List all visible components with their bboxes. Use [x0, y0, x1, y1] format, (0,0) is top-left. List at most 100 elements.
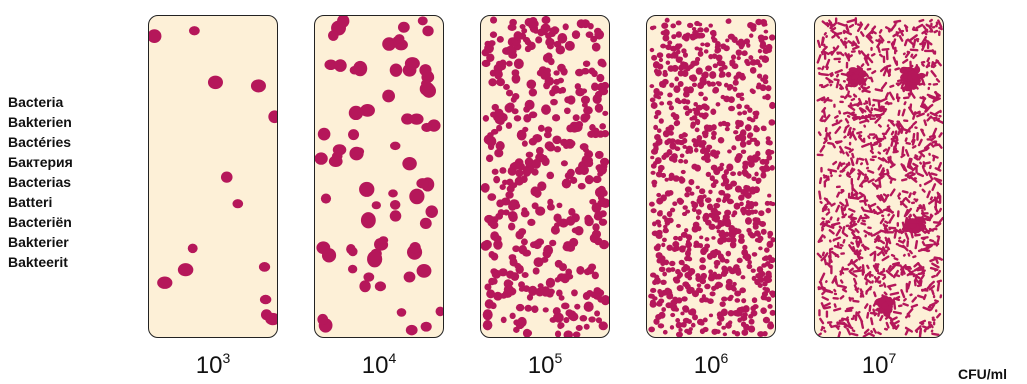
bacteria-colony	[658, 91, 664, 96]
bacteria-colony	[508, 254, 517, 261]
bacteria-colony	[662, 34, 670, 42]
bacterium-rod	[832, 160, 838, 166]
bacteria-colony	[671, 246, 678, 252]
bacteria-colony	[545, 32, 552, 40]
bacteria-colony	[557, 77, 565, 84]
bacteria-colony	[682, 306, 690, 313]
bacteria-colony	[672, 34, 677, 38]
bacteria-colony	[722, 332, 728, 337]
bacterium-rod	[826, 141, 834, 145]
bacteria-colony	[546, 143, 556, 152]
bacterium-rod	[935, 269, 942, 277]
bacteria-colony	[759, 42, 767, 49]
bacteria-colony	[589, 198, 597, 205]
bacteria-colony	[528, 137, 538, 146]
bacteria-colony	[420, 321, 432, 332]
bacterium-rod	[864, 100, 869, 104]
bacterium-rod	[928, 301, 938, 307]
bacterium-rod	[847, 90, 850, 94]
bacterium-rod	[859, 31, 865, 37]
bacteria-colony	[558, 295, 565, 301]
bacteria-colony	[583, 106, 593, 115]
bacterium-rod	[866, 36, 874, 44]
bacterium-rod	[839, 266, 845, 276]
bacterium-rod	[839, 279, 844, 284]
bacterium-rod	[902, 58, 909, 64]
bacteria-colony	[207, 75, 223, 90]
bacterium-rod	[819, 272, 826, 282]
bacterium-rod	[826, 321, 833, 324]
bacteria-colony	[547, 203, 555, 211]
bacterium-rod	[906, 38, 915, 46]
bacterium-rod	[845, 198, 849, 207]
bacterium-rod	[865, 29, 874, 38]
bacteria-colony	[746, 133, 752, 139]
bacterium-rod	[873, 107, 883, 113]
bacteria-colony	[725, 71, 732, 78]
bacteria-colony	[675, 268, 681, 275]
bacteria-colony	[650, 287, 657, 293]
bacteria-colony	[486, 53, 495, 62]
bacterium-rod	[847, 95, 852, 98]
bacteria-colony	[507, 23, 517, 31]
bacterium-rod	[902, 52, 906, 56]
bacterium-rod	[885, 50, 889, 61]
bacteria-colony	[545, 277, 556, 288]
bacteria-colony	[737, 171, 742, 177]
bacteria-colony	[712, 209, 720, 216]
bacteria-colony	[489, 31, 498, 39]
bacterium-rod	[839, 38, 846, 46]
bacterium-rod	[935, 59, 942, 67]
bacteria-colony	[716, 229, 721, 234]
bacteria-colony	[500, 316, 507, 324]
bacteria-colony	[389, 199, 401, 210]
bacteria-colony	[506, 60, 513, 67]
bacterium-rod	[890, 120, 896, 127]
bacteria-colony	[268, 110, 277, 124]
bacteria-colony	[762, 286, 767, 291]
bacteria-colony	[675, 223, 681, 228]
bacteria-colony	[535, 36, 543, 44]
bacteria-colony	[712, 63, 718, 69]
bacteria-colony	[554, 330, 562, 337]
bacterium-rod	[884, 92, 890, 99]
bacteria-colony	[694, 127, 700, 133]
bacterium-rod	[930, 323, 934, 329]
bacterium-rod	[906, 312, 911, 318]
bacterium-rod	[936, 312, 942, 319]
bacteria-colony	[725, 237, 732, 243]
bacteria-colony	[518, 228, 527, 236]
bacteria-colony	[669, 82, 675, 88]
bacteria-colony	[499, 184, 506, 190]
bacteria-colony	[500, 292, 508, 299]
bacteria-colony	[521, 272, 529, 279]
label-5: Batteri	[8, 194, 53, 210]
bacteria-colony	[695, 120, 701, 126]
bacterium-rod	[925, 217, 929, 221]
bacterium-rod	[850, 97, 856, 102]
unit-label: CFU/ml	[958, 366, 1007, 382]
bacterium-rod	[923, 169, 929, 177]
bacterium-rod	[898, 236, 902, 240]
bacteria-colony	[666, 210, 673, 218]
bacteria-colony	[680, 169, 686, 175]
bacteria-colony	[722, 217, 728, 223]
bacteria-colony	[694, 147, 699, 153]
bacteria-colony	[765, 85, 772, 92]
bacteria-colony	[713, 202, 721, 209]
bacterium-rod	[933, 91, 941, 97]
bacterium-rod	[891, 41, 895, 45]
bacterium-rod	[846, 327, 852, 336]
bacteria-colony	[682, 205, 688, 210]
bacterium-rod	[882, 223, 889, 233]
bacteria-colony	[559, 86, 567, 94]
bacteria-colony	[678, 176, 685, 182]
bacterium-rod	[845, 309, 853, 313]
bacteria-colony	[494, 108, 504, 117]
bacteria-colony	[553, 146, 562, 153]
bacterium-rod	[913, 265, 923, 272]
bacterium-rod	[931, 332, 940, 337]
bacterium-rod	[821, 98, 825, 102]
bacteria-colony	[658, 57, 664, 63]
bacterium-rod	[860, 63, 865, 68]
